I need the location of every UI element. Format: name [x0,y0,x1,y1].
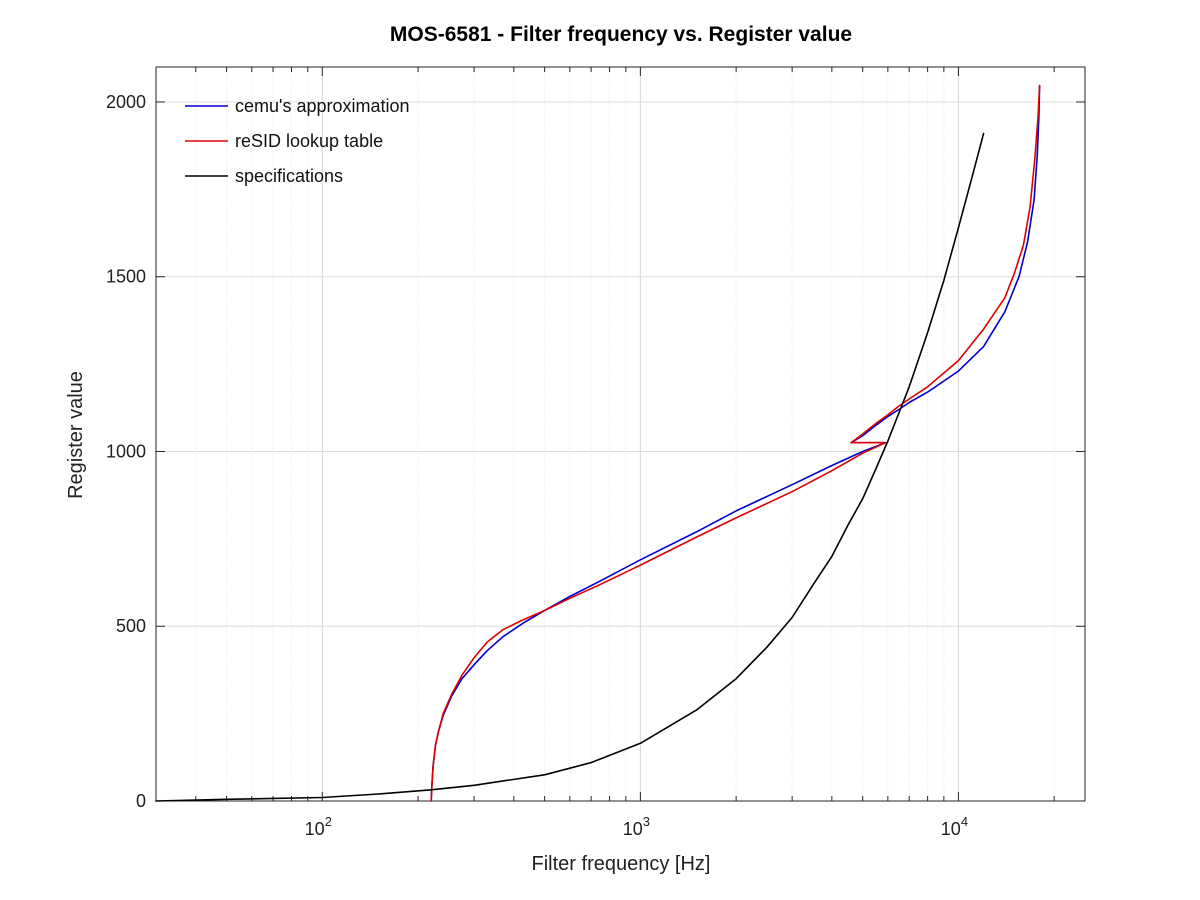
series-line-3 [155,132,985,802]
legend-label-1: cemu's approximation [235,96,410,116]
y-tick-label: 1000 [106,441,146,461]
y-tick-label: 1500 [106,267,146,287]
series-line-1 [430,84,1041,802]
series-line-2 [430,84,1041,802]
series-lines [155,84,1041,802]
x-tick-label: 102 [305,814,332,839]
x-tick-label: 104 [941,814,968,839]
y-tick-label: 0 [136,791,146,811]
chart-title: MOS-6581 - Filter frequency vs. Register… [390,23,852,46]
legend-label-2: reSID lookup table [235,131,383,151]
plot-frame [155,66,1086,802]
x-tick-label: 103 [623,814,650,839]
legend-label-3: specifications [235,166,343,186]
axes: 0 500 1000 1500 2000 102 103 104 [106,66,1086,839]
legend: cemu's approximation reSID lookup table sp… [185,96,410,186]
x-axis-label: Filter frequency [Hz] [532,853,711,875]
y-axis-label: Register value [65,371,87,499]
y-tick-label: 2000 [106,92,146,112]
y-tick-label: 500 [116,616,146,636]
